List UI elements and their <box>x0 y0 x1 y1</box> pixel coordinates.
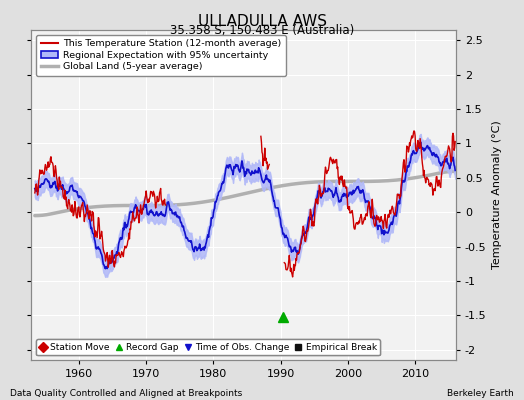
Text: 35.358 S, 150.483 E (Australia): 35.358 S, 150.483 E (Australia) <box>170 24 354 37</box>
Text: Berkeley Earth: Berkeley Earth <box>447 389 514 398</box>
Legend: Station Move, Record Gap, Time of Obs. Change, Empirical Break: Station Move, Record Gap, Time of Obs. C… <box>36 339 380 356</box>
Text: Data Quality Controlled and Aligned at Breakpoints: Data Quality Controlled and Aligned at B… <box>10 389 243 398</box>
Text: ULLADULLA AWS: ULLADULLA AWS <box>198 14 326 29</box>
Y-axis label: Temperature Anomaly (°C): Temperature Anomaly (°C) <box>492 121 502 269</box>
